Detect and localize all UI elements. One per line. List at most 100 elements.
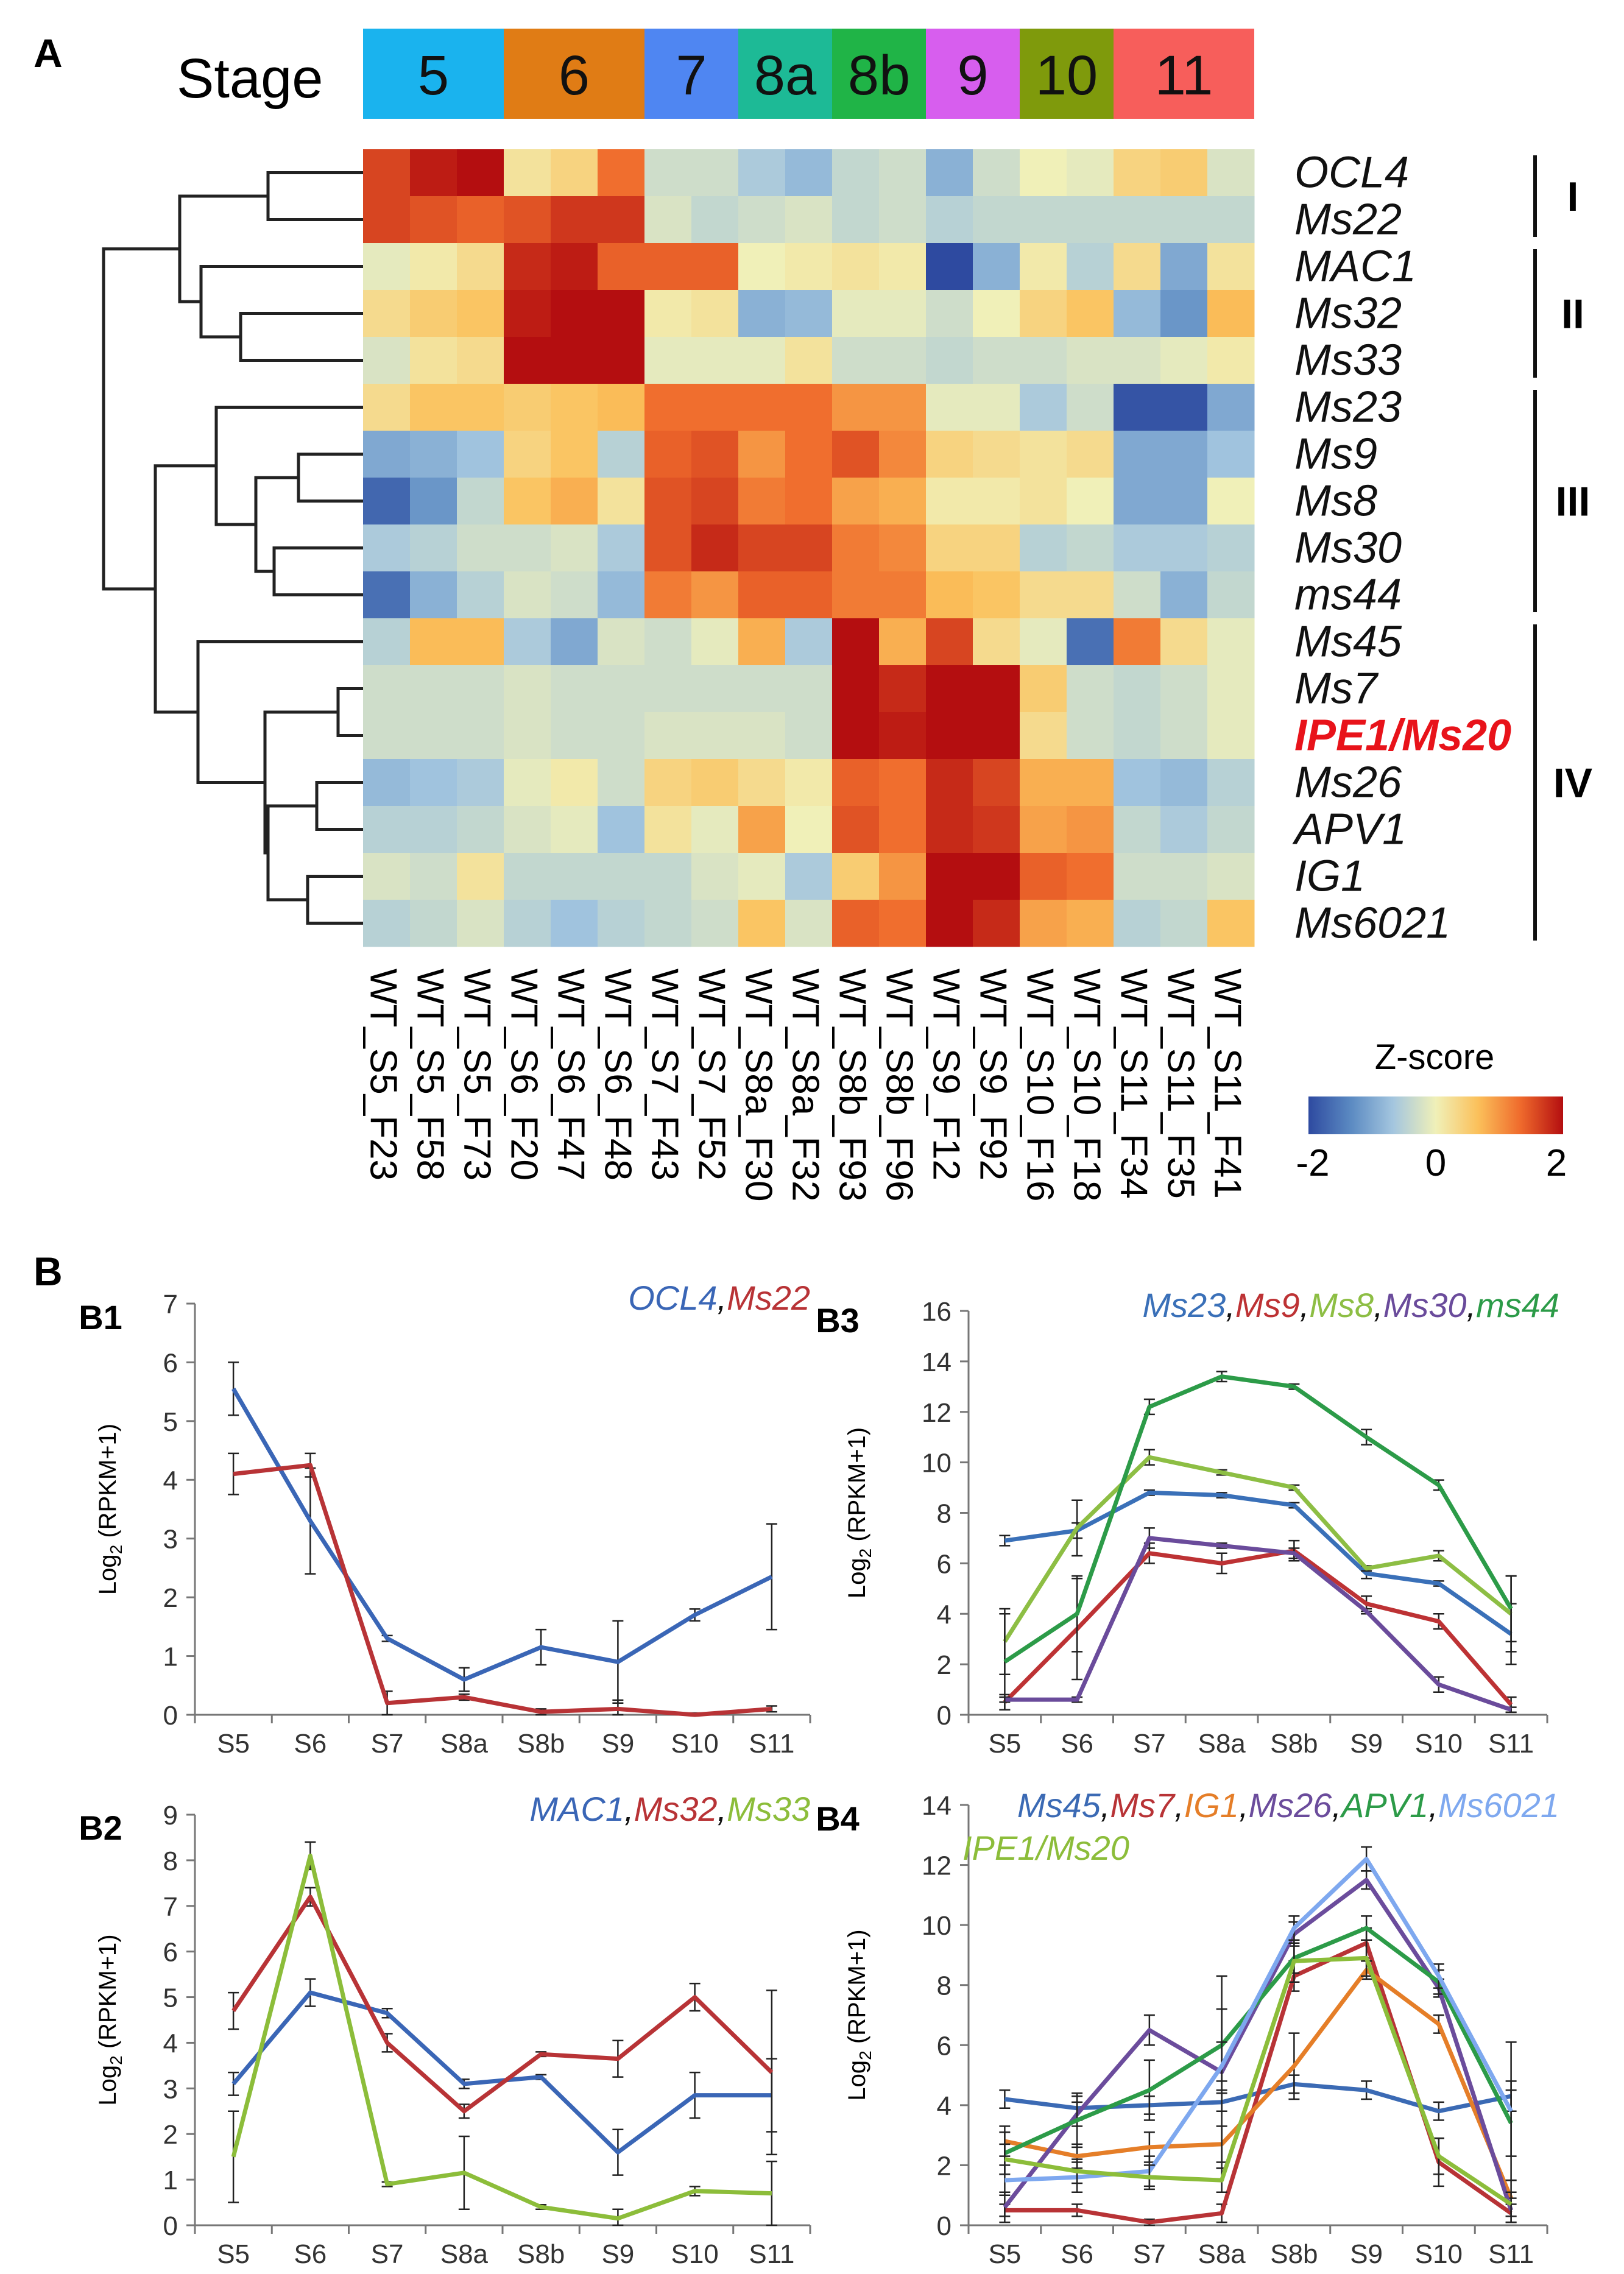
series-ms32 [228, 1887, 777, 2156]
heatmap-cell [1020, 759, 1067, 807]
heatmap-cell [973, 853, 1020, 900]
heatmap-cell [832, 759, 880, 807]
heatmap-cell [879, 290, 927, 337]
heatmap-cell [1207, 900, 1255, 947]
gene-label-ms8: Ms8 [1294, 477, 1377, 526]
x-tick-label: S8b [1270, 2239, 1318, 2269]
heatmap-cell [644, 149, 692, 197]
heatmap-cell [1067, 384, 1114, 431]
heatmap-cell [832, 478, 880, 525]
heatmap-cell [926, 571, 973, 619]
sample-label: WT_S10_F18 [1066, 969, 1108, 1202]
y-tick-label: 6 [937, 2031, 951, 2061]
heatmap-cell [644, 900, 692, 947]
heatmap-cell [879, 431, 927, 478]
x-tick-label: S9 [601, 1729, 634, 1759]
title-separator: , [1300, 1286, 1310, 1324]
heatmap-cell [879, 618, 927, 666]
heatmap-cell [1114, 384, 1161, 431]
heatmap-cell [1114, 524, 1161, 572]
heatmap-cell [832, 806, 880, 853]
heatmap-cell [457, 806, 504, 853]
colorbar-title: Z-score [1375, 1037, 1495, 1077]
heatmap-cell [644, 618, 692, 666]
heatmap-cell [410, 196, 457, 244]
title-separator: , [1101, 1786, 1110, 1824]
x-tick-label: S10 [1415, 2239, 1463, 2269]
heatmap-cell [363, 196, 411, 244]
heatmap-cell [691, 337, 739, 384]
gene-label-ms33: Ms33 [1294, 336, 1402, 385]
heatmap-cell [691, 384, 739, 431]
heatmap-cell [410, 759, 457, 807]
heatmap-cell [1020, 853, 1067, 900]
y-axis-label: Log2 (RPKM+1) [94, 1934, 125, 2105]
heatmap-cell [879, 853, 927, 900]
heatmap-cell [644, 337, 692, 384]
title-separator: , [1467, 1286, 1477, 1324]
heatmap-cell [785, 149, 833, 197]
heatmap-cell [1160, 384, 1208, 431]
heatmap-cell [410, 806, 457, 853]
heatmap-cell [457, 900, 504, 947]
heatmap-cell [1020, 665, 1067, 713]
stage-block-8a [738, 29, 832, 119]
heatmap-cell [410, 853, 457, 900]
heatmap-cell [973, 524, 1020, 572]
series-line [1003, 1548, 1513, 1706]
heatmap-cell [410, 618, 457, 666]
heatmap-cell [457, 665, 504, 713]
heatmap-cell [598, 712, 645, 760]
y-tick-label: 7 [163, 1892, 178, 1922]
heatmap-cell [504, 431, 551, 478]
x-tick-label: S9 [1350, 1729, 1383, 1759]
heatmap-cell [457, 384, 504, 431]
heatmap-cell [785, 524, 833, 572]
heatmap-cell [879, 149, 927, 197]
heatmap-cell [785, 337, 833, 384]
heatmap-cell [691, 712, 739, 760]
heatmap-cell [926, 196, 973, 244]
heatmap-cell [504, 478, 551, 525]
heatmap-cell [738, 337, 786, 384]
heatmap-cell [457, 243, 504, 291]
heatmap-cell [363, 290, 411, 337]
heatmap-cell [1160, 196, 1208, 244]
heatmap-cell [1020, 618, 1067, 666]
dendrogram-branch [239, 312, 363, 362]
gene-label-ocl4: OCL4 [1294, 149, 1409, 197]
heatmap-cell [410, 290, 457, 337]
y-tick-label: 6 [163, 1938, 178, 1968]
heatmap-cell [1114, 478, 1161, 525]
x-tick-label: S5 [988, 2239, 1021, 2269]
y-tick-label: 4 [937, 2091, 951, 2121]
heatmap-cell [691, 196, 739, 244]
heatmap-cell [926, 384, 973, 431]
heatmap-cell [785, 384, 833, 431]
heatmap-cell [738, 712, 786, 760]
heatmap-cell [1067, 759, 1114, 807]
heatmap-cell [1114, 853, 1161, 900]
heatmap-cell [1207, 571, 1255, 619]
sample-label: WT_S8b_F93 [831, 969, 874, 1202]
heatmap-cell [504, 196, 551, 244]
heatmap-cell [504, 665, 551, 713]
heatmap-cell [457, 571, 504, 619]
heatmap-cell [1207, 853, 1255, 900]
heatmap-cell [1067, 618, 1114, 666]
heatmap-cell [551, 290, 598, 337]
heatmap-cell [738, 900, 786, 947]
series-line [231, 1894, 774, 2114]
heatmap-cell [1067, 571, 1114, 619]
heatmap-cell [457, 431, 504, 478]
y-tick-label: 5 [163, 1983, 178, 2013]
x-tick-label: S6 [294, 2239, 327, 2269]
x-tick-label: S8b [517, 1729, 565, 1759]
chart-title: Ms23,Ms9,Ms8,Ms30,ms44 [1142, 1286, 1559, 1324]
heatmap-cell [551, 384, 598, 431]
heatmap-cell [691, 665, 739, 713]
y-tick-label: 16 [922, 1297, 951, 1327]
dendrogram-branch [214, 406, 363, 526]
y-tick-label: 1 [163, 2166, 178, 2195]
title-separator: , [1332, 1786, 1341, 1824]
